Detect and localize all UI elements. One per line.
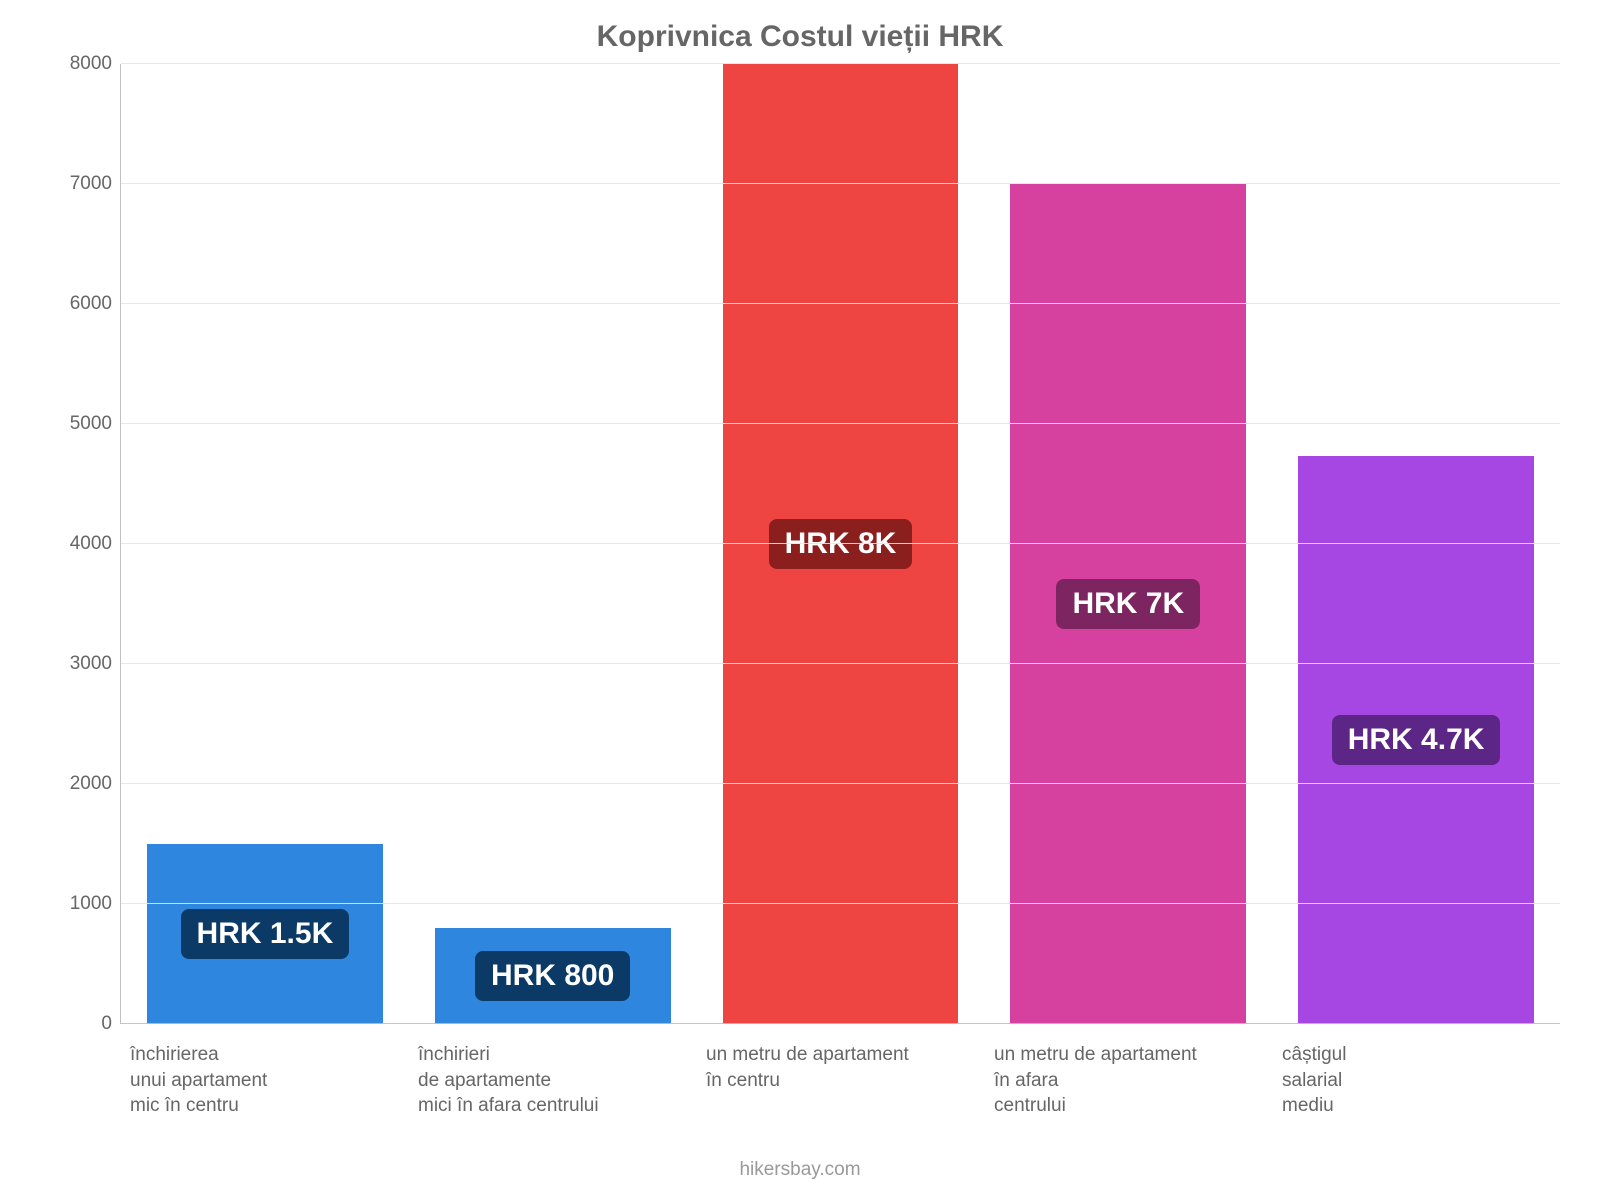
- x-slot: un metru de apartament în afara centrulu…: [984, 1042, 1272, 1119]
- bar: HRK 7K: [1010, 184, 1246, 1024]
- gridline: [121, 1023, 1560, 1024]
- x-category-label: un metru de apartament în afara centrulu…: [994, 1042, 1262, 1119]
- bar-slot: HRK 4.7K: [1272, 64, 1560, 1024]
- bar-slot: HRK 800: [409, 64, 697, 1024]
- x-slot: închirierea unui apartament mic în centr…: [120, 1042, 408, 1119]
- gridline: [121, 303, 1560, 304]
- gridline: [121, 783, 1560, 784]
- bar-slot: HRK 8K: [697, 64, 985, 1024]
- plot-row: 010002000300040005000600070008000 HRK 1.…: [40, 64, 1560, 1024]
- gridline: [121, 423, 1560, 424]
- x-slot: închirieri de apartamente mici în afara …: [408, 1042, 696, 1119]
- bar: HRK 4.7K: [1298, 456, 1534, 1024]
- gridline: [121, 543, 1560, 544]
- bar-value-label: HRK 8K: [769, 519, 913, 569]
- chart-footer: hikersbay.com: [40, 1159, 1560, 1181]
- y-tick-label: 8000: [42, 53, 112, 75]
- y-tick-label: 4000: [42, 533, 112, 555]
- gridline: [121, 663, 1560, 664]
- gridline: [121, 183, 1560, 184]
- y-tick-label: 3000: [42, 653, 112, 675]
- y-tick-label: 6000: [42, 293, 112, 315]
- bar-value-label: HRK 7K: [1056, 579, 1200, 629]
- bar-slot: HRK 1.5K: [121, 64, 409, 1024]
- bar: HRK 1.5K: [147, 844, 383, 1024]
- bar-value-label: HRK 4.7K: [1332, 715, 1501, 765]
- bar-value-label: HRK 800: [475, 951, 630, 1001]
- x-category-label: un metru de apartament în centru: [706, 1042, 974, 1093]
- y-tick-label: 5000: [42, 413, 112, 435]
- bar-value-label: HRK 1.5K: [181, 909, 350, 959]
- y-tick-label: 0: [42, 1013, 112, 1035]
- y-tick-label: 7000: [42, 173, 112, 195]
- plot-area: HRK 1.5K HRK 800 HRK 8K HRK 7K HRK 4.7K: [120, 64, 1560, 1024]
- bar: HRK 800: [435, 928, 671, 1024]
- bar-slot: HRK 7K: [984, 64, 1272, 1024]
- x-category-label: închirierea unui apartament mic în centr…: [130, 1042, 398, 1119]
- chart-title: Koprivnica Costul vieții HRK: [40, 20, 1560, 54]
- x-axis: închirierea unui apartament mic în centr…: [120, 1042, 1560, 1119]
- chart-container: Koprivnica Costul vieții HRK 0 1000 2000 30…: [0, 0, 1600, 1200]
- x-slot: un metru de apartament în centru: [696, 1042, 984, 1119]
- x-slot: câștigul salarial mediu: [1272, 1042, 1560, 1119]
- bars-layer: HRK 1.5K HRK 800 HRK 8K HRK 7K HRK 4.7K: [121, 64, 1560, 1024]
- gridline: [121, 63, 1560, 64]
- x-category-label: închirieri de apartamente mici în afara …: [418, 1042, 686, 1119]
- gridline: [121, 903, 1560, 904]
- y-tick-label: 2000: [42, 773, 112, 795]
- x-category-label: câștigul salarial mediu: [1282, 1042, 1550, 1119]
- bar: HRK 8K: [723, 64, 959, 1024]
- y-axis: 010002000300040005000600070008000: [40, 64, 120, 1024]
- y-tick-label: 1000: [42, 893, 112, 915]
